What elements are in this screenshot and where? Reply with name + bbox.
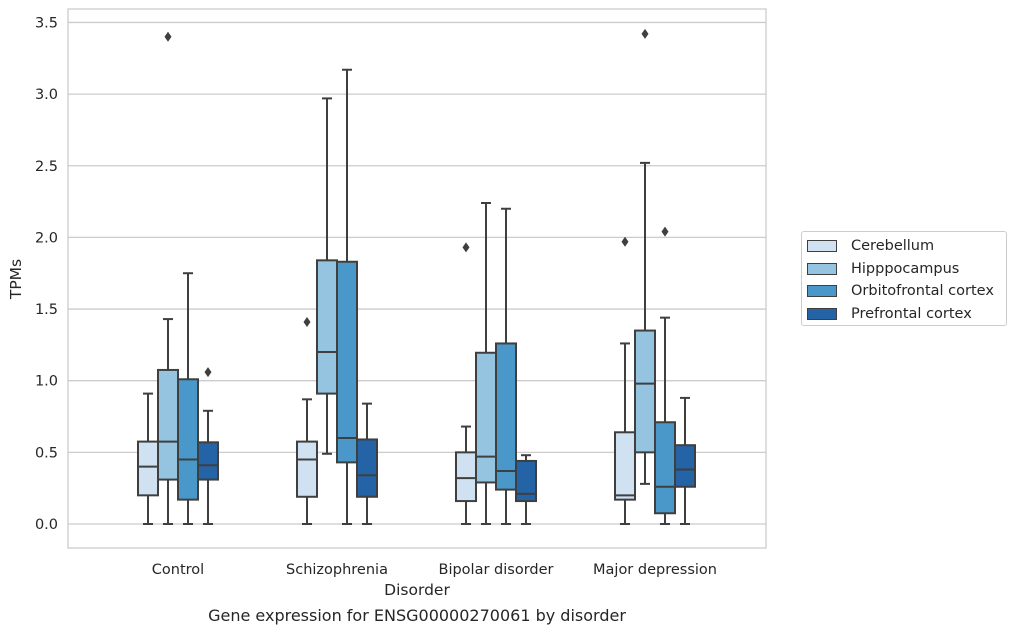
outlier-marker — [661, 226, 669, 237]
x-tick-label: Bipolar disorder — [439, 562, 554, 578]
chart-caption: Gene expression for ENSG00000270061 by d… — [208, 606, 626, 625]
legend-label: Hipppocampus — [851, 260, 960, 277]
legend-item: Hipppocampus — [807, 258, 1006, 281]
x-tick-label: Major depression — [593, 562, 717, 578]
y-tick-label: 1.5 — [35, 302, 58, 318]
legend-swatch — [807, 240, 837, 253]
y-axis-label: TPMs — [7, 259, 25, 300]
outlier-marker — [641, 28, 649, 39]
outlier-marker — [621, 236, 629, 247]
box — [634, 329, 656, 454]
box — [495, 342, 517, 491]
y-tick-label: 1.0 — [35, 374, 58, 390]
legend-item: Prefrontal cortex — [807, 303, 1006, 326]
legend: Cerebellum Hipppocampus Orbitofrontal cort… — [801, 231, 1007, 326]
box — [157, 368, 179, 481]
legend-label: Orbitofrontal cortex — [851, 283, 994, 300]
y-tick-label: 2.5 — [35, 159, 58, 175]
legend-item: Cerebellum — [807, 235, 1006, 258]
box — [614, 431, 636, 501]
box — [296, 440, 318, 498]
y-tick-label: 3.0 — [35, 87, 58, 103]
legend-label: Cerebellum — [851, 238, 935, 255]
outlier-marker — [164, 31, 172, 42]
legend-swatch — [807, 285, 837, 298]
box — [455, 451, 477, 503]
outlier-marker — [462, 242, 470, 253]
legend-item: Orbitofrontal cortex — [807, 280, 1006, 303]
box — [356, 438, 378, 498]
box — [674, 444, 696, 488]
y-tick-label: 2.0 — [35, 230, 58, 246]
legend-swatch — [807, 307, 837, 320]
box — [336, 260, 358, 464]
x-tick-labels: Control Schizophrenia Bipolar disorder Majo… — [152, 562, 717, 578]
box — [197, 441, 219, 481]
box — [316, 259, 338, 395]
box-series — [137, 28, 696, 525]
outlier-marker — [303, 316, 311, 327]
box — [654, 421, 676, 515]
y-tick-labels: 0.0 0.5 1.0 1.5 2.0 2.5 3.0 3.5 — [35, 15, 58, 533]
x-tick-label: Schizophrenia — [286, 562, 388, 578]
legend-label: Prefrontal cortex — [851, 305, 972, 322]
box — [137, 440, 159, 497]
x-tick-label: Control — [152, 562, 204, 578]
legend-swatch — [807, 262, 837, 275]
box — [515, 459, 537, 503]
y-tick-label: 3.5 — [35, 15, 58, 31]
outlier-marker — [204, 367, 212, 378]
x-axis-label: Disorder — [384, 581, 450, 599]
box — [177, 378, 199, 501]
y-tick-label: 0.0 — [35, 517, 58, 533]
box — [475, 351, 497, 484]
y-tick-label: 0.5 — [35, 445, 58, 461]
